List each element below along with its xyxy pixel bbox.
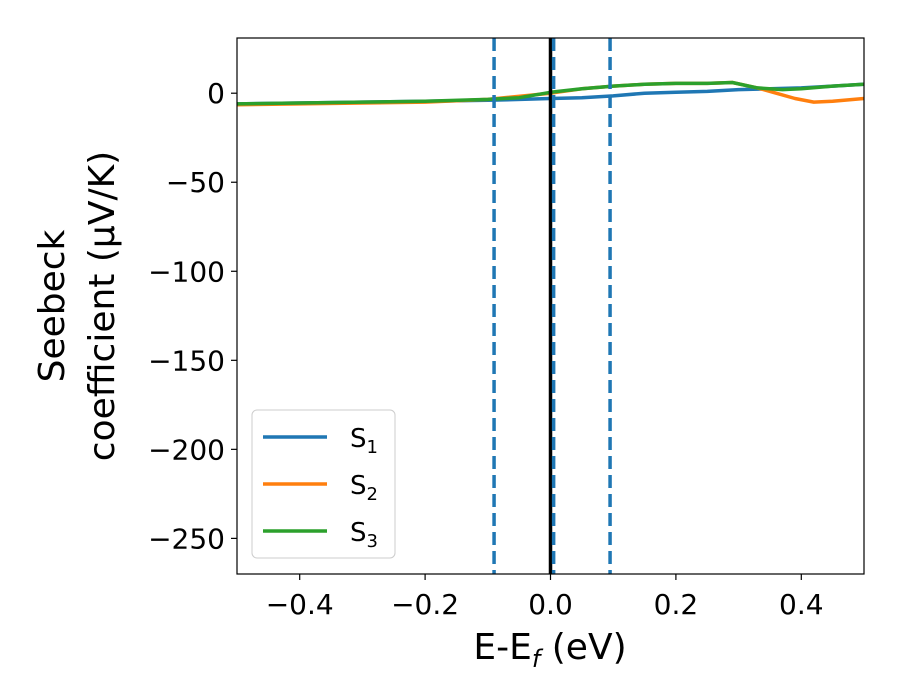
x-axis-title-main: E-E xyxy=(473,627,531,668)
legend-label-sub: 3 xyxy=(367,531,378,552)
x-tick-label: 0.2 xyxy=(654,588,699,621)
legend-label-main: S xyxy=(350,424,367,454)
x-axis-title: E-Ef (eV) xyxy=(473,627,626,673)
y-tick-label: −250 xyxy=(148,522,225,555)
series-line-3 xyxy=(237,80,864,106)
y-axis-ticks: 0 −50 −100 −150 −200 −250 xyxy=(148,77,237,555)
x-tick-label: −0.4 xyxy=(266,588,334,621)
series-layer xyxy=(237,80,864,107)
y-tick-label: −150 xyxy=(148,344,225,377)
x-axis-title-unit: (eV) xyxy=(540,627,626,668)
legend-label-main: S xyxy=(350,471,367,501)
x-tick-label: −0.2 xyxy=(391,588,459,621)
y-axis-title-line2: coefficient (μV/K) xyxy=(82,151,123,461)
legend-label-main: S xyxy=(350,518,367,548)
legend-label-3: S3 xyxy=(350,518,378,552)
legend-label-1: S1 xyxy=(350,424,378,458)
y-tick-label: 0 xyxy=(207,77,225,110)
legend-label-2: S2 xyxy=(350,471,378,505)
y-tick-label: −100 xyxy=(148,255,225,288)
y-tick-label: −200 xyxy=(148,433,225,466)
vline-layer xyxy=(492,38,612,574)
y-tick-label: −50 xyxy=(166,166,225,199)
legend-label-sub: 1 xyxy=(367,437,378,458)
legend-label-sub: 2 xyxy=(367,484,378,505)
x-tick-label: 0.4 xyxy=(779,588,824,621)
x-axis-ticks: −0.4 −0.2 0.0 0.2 0.4 xyxy=(266,574,824,621)
y-axis-title-line1: Seebeck xyxy=(32,229,73,382)
x-tick-label: 0.0 xyxy=(528,588,573,621)
